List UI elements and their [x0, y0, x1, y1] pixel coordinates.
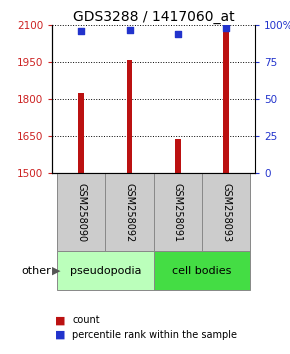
Text: GSM258092: GSM258092	[124, 183, 135, 242]
Text: ▶: ▶	[52, 266, 61, 276]
Bar	[175, 139, 181, 173]
FancyBboxPatch shape	[202, 173, 250, 251]
Text: ■: ■	[55, 315, 66, 325]
Text: pseudopodia: pseudopodia	[70, 266, 141, 276]
Point	[79, 29, 84, 34]
FancyBboxPatch shape	[57, 251, 154, 290]
Text: GSM258090: GSM258090	[76, 183, 86, 242]
Text: other: other	[21, 266, 51, 276]
Bar	[78, 93, 84, 173]
FancyBboxPatch shape	[105, 173, 154, 251]
Text: ■: ■	[55, 330, 66, 339]
Point	[175, 31, 180, 36]
Text: count: count	[72, 315, 100, 325]
Point	[224, 25, 229, 31]
Bar	[127, 60, 133, 173]
Text: GSM258093: GSM258093	[221, 183, 231, 242]
FancyBboxPatch shape	[57, 173, 105, 251]
FancyBboxPatch shape	[154, 173, 202, 251]
Title: GDS3288 / 1417060_at: GDS3288 / 1417060_at	[73, 10, 235, 24]
Text: percentile rank within the sample: percentile rank within the sample	[72, 330, 238, 339]
Text: GSM258091: GSM258091	[173, 183, 183, 242]
Point	[127, 27, 132, 33]
FancyBboxPatch shape	[154, 251, 250, 290]
Text: cell bodies: cell bodies	[172, 266, 232, 276]
Bar	[223, 28, 229, 173]
